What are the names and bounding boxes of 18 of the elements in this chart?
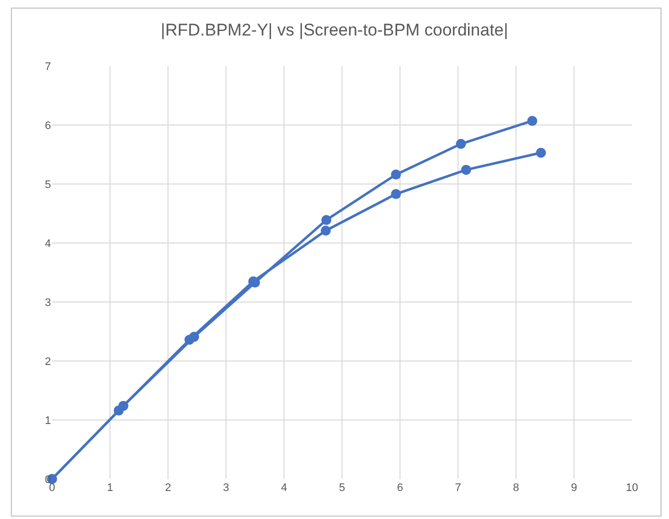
x-tick-label: 6 [396,482,404,494]
x-tick-label: 5 [338,482,346,494]
x-tick-label: 2 [164,482,172,494]
y-tick-label: 5 [44,178,51,191]
y-tick-label: 1 [44,414,51,427]
x-tick-label: 8 [512,482,520,494]
x-tick-label: 9 [570,482,578,494]
y-tick-label: 7 [44,60,51,73]
y-tick-label: 4 [44,238,51,250]
x-tick-label: 1 [106,482,114,494]
y-tick-label: 6 [44,120,51,132]
y-tick-label: 3 [44,296,51,309]
x-tick-label: 3 [222,482,230,494]
y-tick-label: 2 [44,356,51,368]
chart-title: |RFD.BPM2-Y| vs |Screen-to-BPM coordinate| [160,20,508,40]
x-tick-label: 10 [626,482,638,494]
x-tick-label: 7 [454,482,462,494]
x-tick-label: 4 [280,482,288,494]
